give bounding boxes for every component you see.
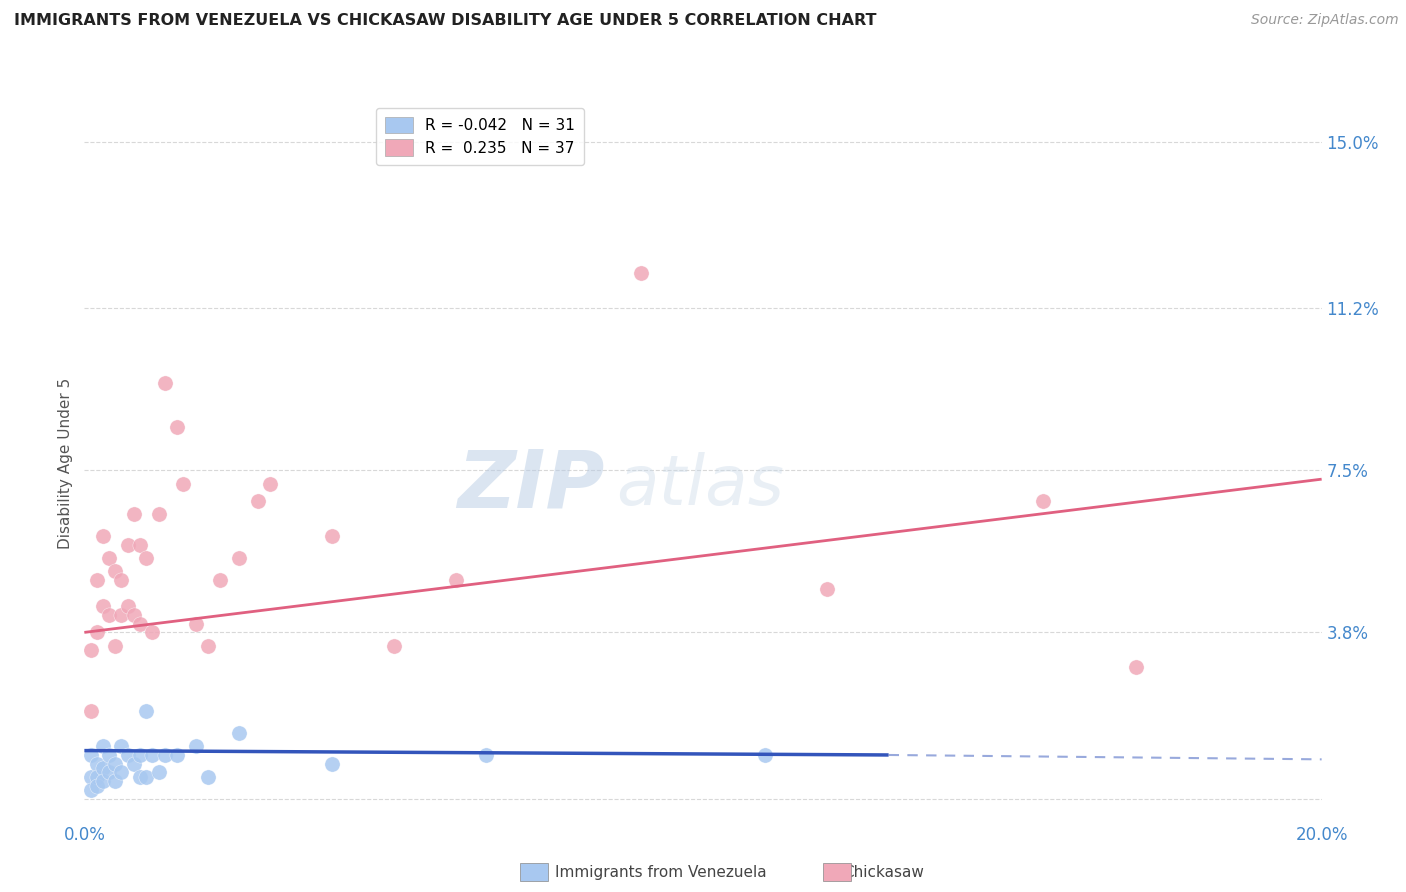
Text: ZIP: ZIP xyxy=(457,446,605,524)
Point xyxy=(117,747,139,762)
Point xyxy=(129,770,152,784)
Point xyxy=(117,599,139,614)
Point xyxy=(141,747,163,762)
Point xyxy=(141,625,163,640)
Point xyxy=(1032,494,1054,508)
Point xyxy=(184,616,207,631)
Point xyxy=(1125,660,1147,674)
Point xyxy=(184,739,207,754)
Point xyxy=(86,573,108,587)
Point xyxy=(172,476,194,491)
Point xyxy=(153,747,176,762)
Point xyxy=(98,551,121,566)
Point xyxy=(91,774,114,789)
Point xyxy=(475,747,498,762)
Point xyxy=(110,573,132,587)
Point xyxy=(166,747,188,762)
Point xyxy=(246,494,269,508)
Point xyxy=(91,761,114,775)
Point xyxy=(129,616,152,631)
Text: Source: ZipAtlas.com: Source: ZipAtlas.com xyxy=(1251,13,1399,28)
Text: IMMIGRANTS FROM VENEZUELA VS CHICKASAW DISABILITY AGE UNDER 5 CORRELATION CHART: IMMIGRANTS FROM VENEZUELA VS CHICKASAW D… xyxy=(14,13,876,29)
Point xyxy=(444,573,467,587)
Point xyxy=(104,756,127,771)
Point xyxy=(228,726,250,740)
Point xyxy=(91,599,114,614)
Point xyxy=(98,747,121,762)
Point xyxy=(148,507,170,521)
Point xyxy=(135,551,157,566)
Point xyxy=(104,564,127,578)
Point xyxy=(79,747,101,762)
Point xyxy=(754,747,776,762)
Point xyxy=(166,419,188,434)
Point xyxy=(129,747,152,762)
Point xyxy=(98,765,121,780)
Point xyxy=(91,529,114,543)
Point xyxy=(110,607,132,622)
Point xyxy=(321,756,343,771)
Point xyxy=(209,573,232,587)
Point xyxy=(122,507,145,521)
Point xyxy=(228,551,250,566)
Point xyxy=(79,770,101,784)
Point xyxy=(815,582,838,596)
Point xyxy=(79,643,101,657)
Point xyxy=(135,770,157,784)
Point xyxy=(129,538,152,552)
Point xyxy=(630,267,652,281)
Point xyxy=(86,756,108,771)
Text: Chickasaw: Chickasaw xyxy=(844,865,925,880)
Point xyxy=(98,607,121,622)
Point xyxy=(86,779,108,793)
Point xyxy=(86,770,108,784)
Y-axis label: Disability Age Under 5: Disability Age Under 5 xyxy=(58,378,73,549)
Point xyxy=(148,765,170,780)
Point xyxy=(321,529,343,543)
Point xyxy=(91,739,114,754)
Point xyxy=(86,625,108,640)
Point xyxy=(122,756,145,771)
Point xyxy=(110,739,132,754)
Point xyxy=(79,783,101,797)
Point xyxy=(104,774,127,789)
Point xyxy=(79,704,101,718)
Point xyxy=(382,639,405,653)
Point xyxy=(117,538,139,552)
Text: Immigrants from Venezuela: Immigrants from Venezuela xyxy=(555,865,768,880)
Point xyxy=(153,376,176,390)
Point xyxy=(197,639,219,653)
Text: atlas: atlas xyxy=(616,451,785,519)
Point xyxy=(122,607,145,622)
Point xyxy=(110,765,132,780)
Point xyxy=(259,476,281,491)
Point xyxy=(104,639,127,653)
Point xyxy=(135,704,157,718)
Point xyxy=(197,770,219,784)
Legend: R = -0.042   N = 31, R =  0.235   N = 37: R = -0.042 N = 31, R = 0.235 N = 37 xyxy=(377,108,585,165)
